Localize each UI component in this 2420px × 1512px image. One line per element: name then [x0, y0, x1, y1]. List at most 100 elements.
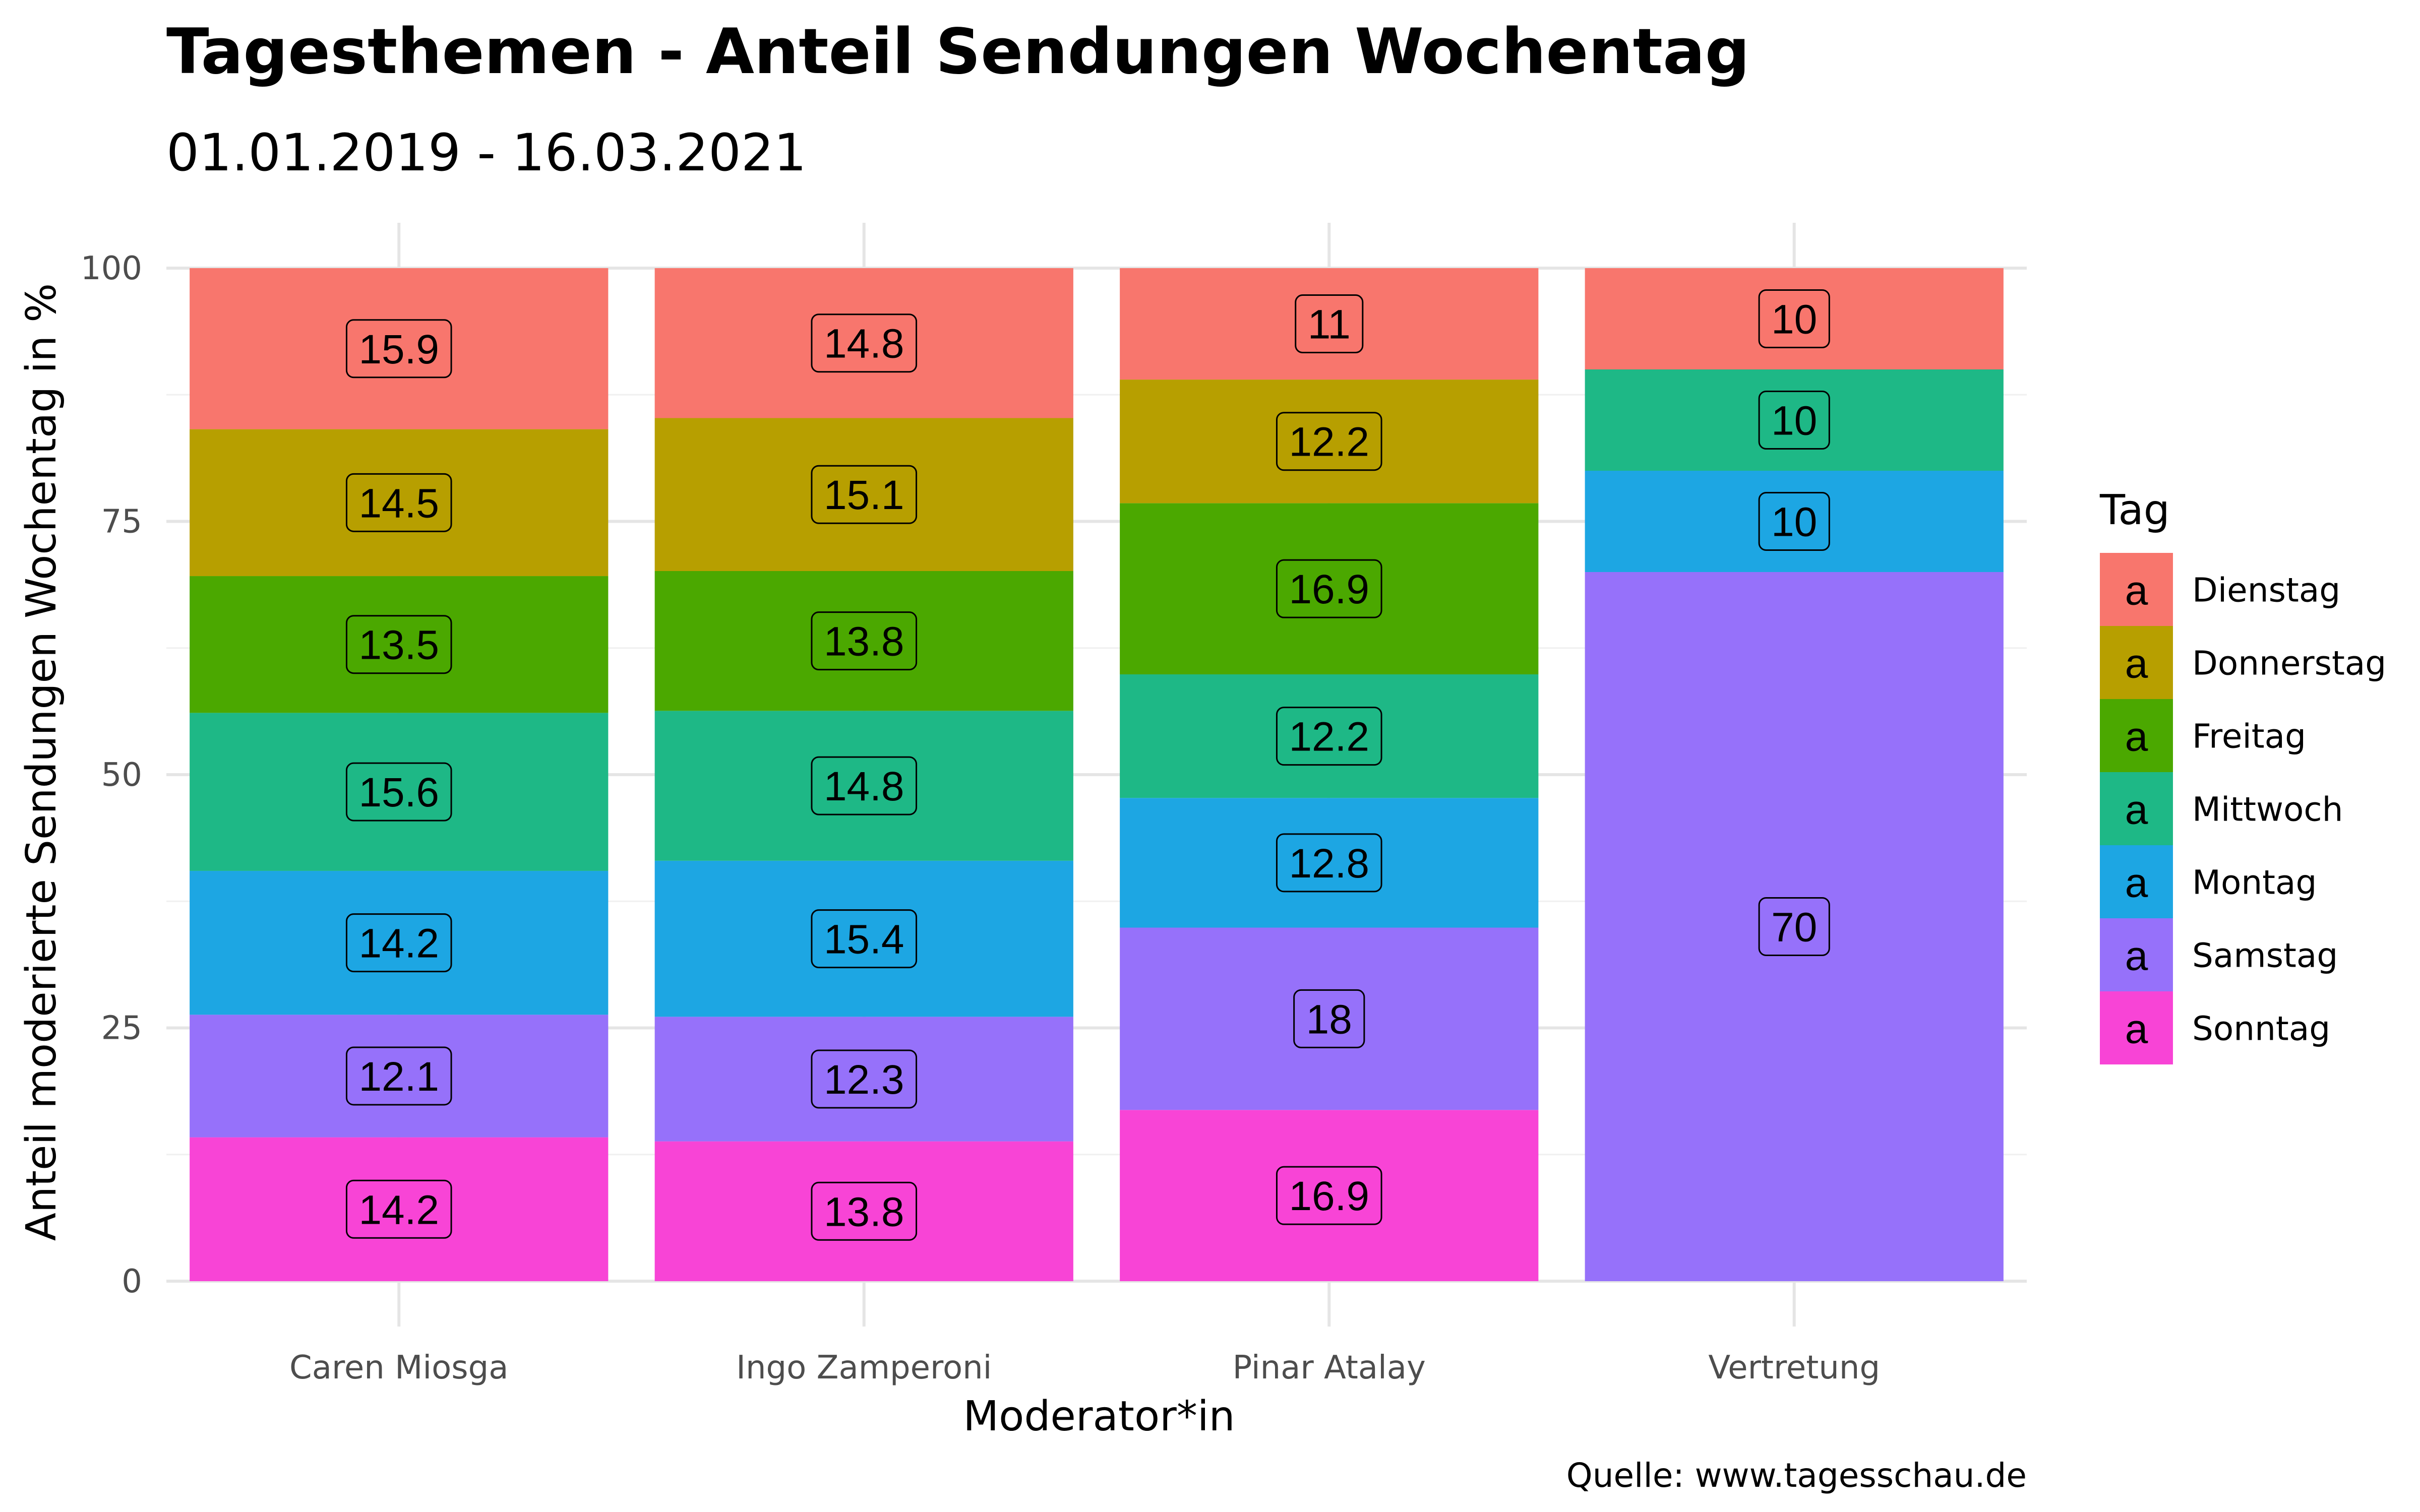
- bar-segment: [1120, 674, 1539, 798]
- legend-item: a Dienstag: [2100, 553, 2340, 626]
- legend-key-glyph: a: [2125, 860, 2148, 906]
- data-label: 10: [1758, 391, 1830, 450]
- legend-item: a Mittwoch: [2100, 772, 2343, 845]
- data-label-text: 16.9: [1289, 566, 1369, 612]
- data-label: 70: [1758, 897, 1830, 956]
- data-label: 15.9: [345, 319, 452, 379]
- data-label-text: 16.9: [1289, 1173, 1369, 1219]
- legend-swatch: [2100, 626, 2173, 699]
- bar-segment: [654, 1017, 1073, 1142]
- data-label: 14.8: [811, 313, 918, 373]
- legend-label: Freitag: [2192, 717, 2306, 756]
- data-label-text: 13.8: [824, 619, 904, 665]
- legend-item: a Montag: [2100, 845, 2317, 918]
- data-label-text: 14.8: [824, 321, 904, 367]
- data-label: 18: [1293, 989, 1365, 1048]
- legend-key-glyph: a: [2125, 933, 2148, 979]
- data-label-text: 10: [1771, 297, 1817, 343]
- data-label: 10: [1758, 289, 1830, 348]
- bar-segment: [654, 571, 1073, 711]
- data-label: 13.5: [345, 615, 452, 674]
- y-tick-label: 25: [101, 1010, 142, 1047]
- data-label: 14.5: [345, 473, 452, 532]
- data-label-text: 10: [1771, 499, 1817, 545]
- data-label-text: 12.3: [824, 1057, 904, 1103]
- legend-label: Sonntag: [2192, 1010, 2330, 1048]
- data-label: 14.8: [811, 756, 918, 815]
- legend-item: a Samstag: [2100, 918, 2338, 991]
- data-label-text: 14.5: [358, 480, 439, 526]
- data-label: 12.3: [811, 1049, 918, 1109]
- data-label-text: 11: [1308, 302, 1351, 348]
- data-label-text: 14.2: [358, 1187, 439, 1233]
- bar-segment: [190, 713, 609, 871]
- data-label-text: 15.9: [358, 327, 439, 372]
- x-tick-label: Pinar Atalay: [1233, 1349, 1426, 1387]
- bar-segment: [190, 1015, 609, 1138]
- legend-swatch: [2100, 553, 2173, 626]
- bar-segment: [654, 268, 1073, 418]
- bar-segment: [190, 576, 609, 713]
- legend-swatch: [2100, 918, 2173, 991]
- bar-segment: [1120, 268, 1539, 380]
- legend-swatch: [2100, 699, 2173, 772]
- plot-area: 0 25 50 75 100 Caren Miosga Ingo Zamperoni Pina…: [81, 223, 2027, 1387]
- legend-key-glyph: a: [2125, 568, 2148, 614]
- legend-key-glyph: a: [2125, 714, 2148, 760]
- data-label: 13.8: [811, 611, 918, 671]
- y-axis-title: Anteil moderierte Sendungen Wochentag in…: [18, 283, 66, 1241]
- bar-segment: [654, 1141, 1073, 1281]
- data-label: 14.2: [345, 913, 452, 973]
- x-axis-title: Moderator*in: [963, 1393, 1235, 1440]
- legend-item: a Sonntag: [2100, 991, 2330, 1064]
- data-label-text: 18: [1306, 996, 1352, 1042]
- bar-segment: [1120, 927, 1539, 1110]
- data-label: 16.9: [1276, 1166, 1382, 1225]
- data-label: 11: [1295, 294, 1364, 354]
- y-tick-label: 0: [122, 1263, 142, 1300]
- data-label-text: 12.8: [1289, 841, 1369, 887]
- data-label: 14.2: [345, 1179, 452, 1239]
- x-tick-label: Caren Miosga: [289, 1349, 508, 1387]
- legend-key-glyph: a: [2125, 641, 2148, 687]
- data-label-text: 15.4: [824, 917, 904, 963]
- data-label-text: 14.8: [824, 764, 904, 809]
- legend-swatch: [2100, 845, 2173, 918]
- legend-label: Donnerstag: [2192, 644, 2386, 683]
- data-label: 15.6: [345, 762, 452, 822]
- legend-swatch: [2100, 772, 2173, 845]
- caption: Quelle: www.tagesschau.de: [1566, 1456, 2027, 1495]
- legend-item: a Donnerstag: [2100, 626, 2386, 699]
- legend-label: Mittwoch: [2192, 790, 2343, 829]
- data-label-text: 14.2: [358, 921, 439, 967]
- data-label: 12.8: [1276, 833, 1382, 893]
- chart-title: Tagesthemen - Anteil Sendungen Wochentag: [166, 16, 1750, 88]
- bar-segment: [654, 418, 1073, 571]
- bar-segment: [1120, 503, 1539, 675]
- y-tick-label: 50: [101, 757, 142, 794]
- data-label: 12.2: [1276, 412, 1382, 471]
- bar-segment: [1585, 471, 2004, 572]
- bar-segment: [1120, 1110, 1539, 1281]
- x-tick-label: Ingo Zamperoni: [736, 1349, 992, 1387]
- y-tick-label: 75: [101, 503, 142, 541]
- data-label: 10: [1758, 492, 1830, 551]
- legend-key-glyph: a: [2125, 1006, 2148, 1052]
- data-label-text: 13.8: [824, 1189, 904, 1235]
- bar-segment: [1585, 369, 2004, 471]
- bar-segment: [190, 268, 609, 429]
- bar-segment: [1585, 268, 2004, 369]
- data-label: 12.2: [1276, 707, 1382, 766]
- data-label-text: 12.2: [1289, 714, 1369, 760]
- legend-key-glyph: a: [2125, 787, 2148, 833]
- legend-item: a Freitag: [2100, 699, 2306, 772]
- bar-segment: [190, 429, 609, 577]
- bar-segment: [654, 711, 1073, 861]
- legend-label: Montag: [2192, 863, 2317, 902]
- data-label: 12.1: [345, 1046, 452, 1106]
- data-label-text: 10: [1771, 398, 1817, 444]
- data-label-text: 13.5: [358, 622, 439, 668]
- bar-segment: [190, 870, 609, 1015]
- legend-title: Tag: [2099, 486, 2170, 534]
